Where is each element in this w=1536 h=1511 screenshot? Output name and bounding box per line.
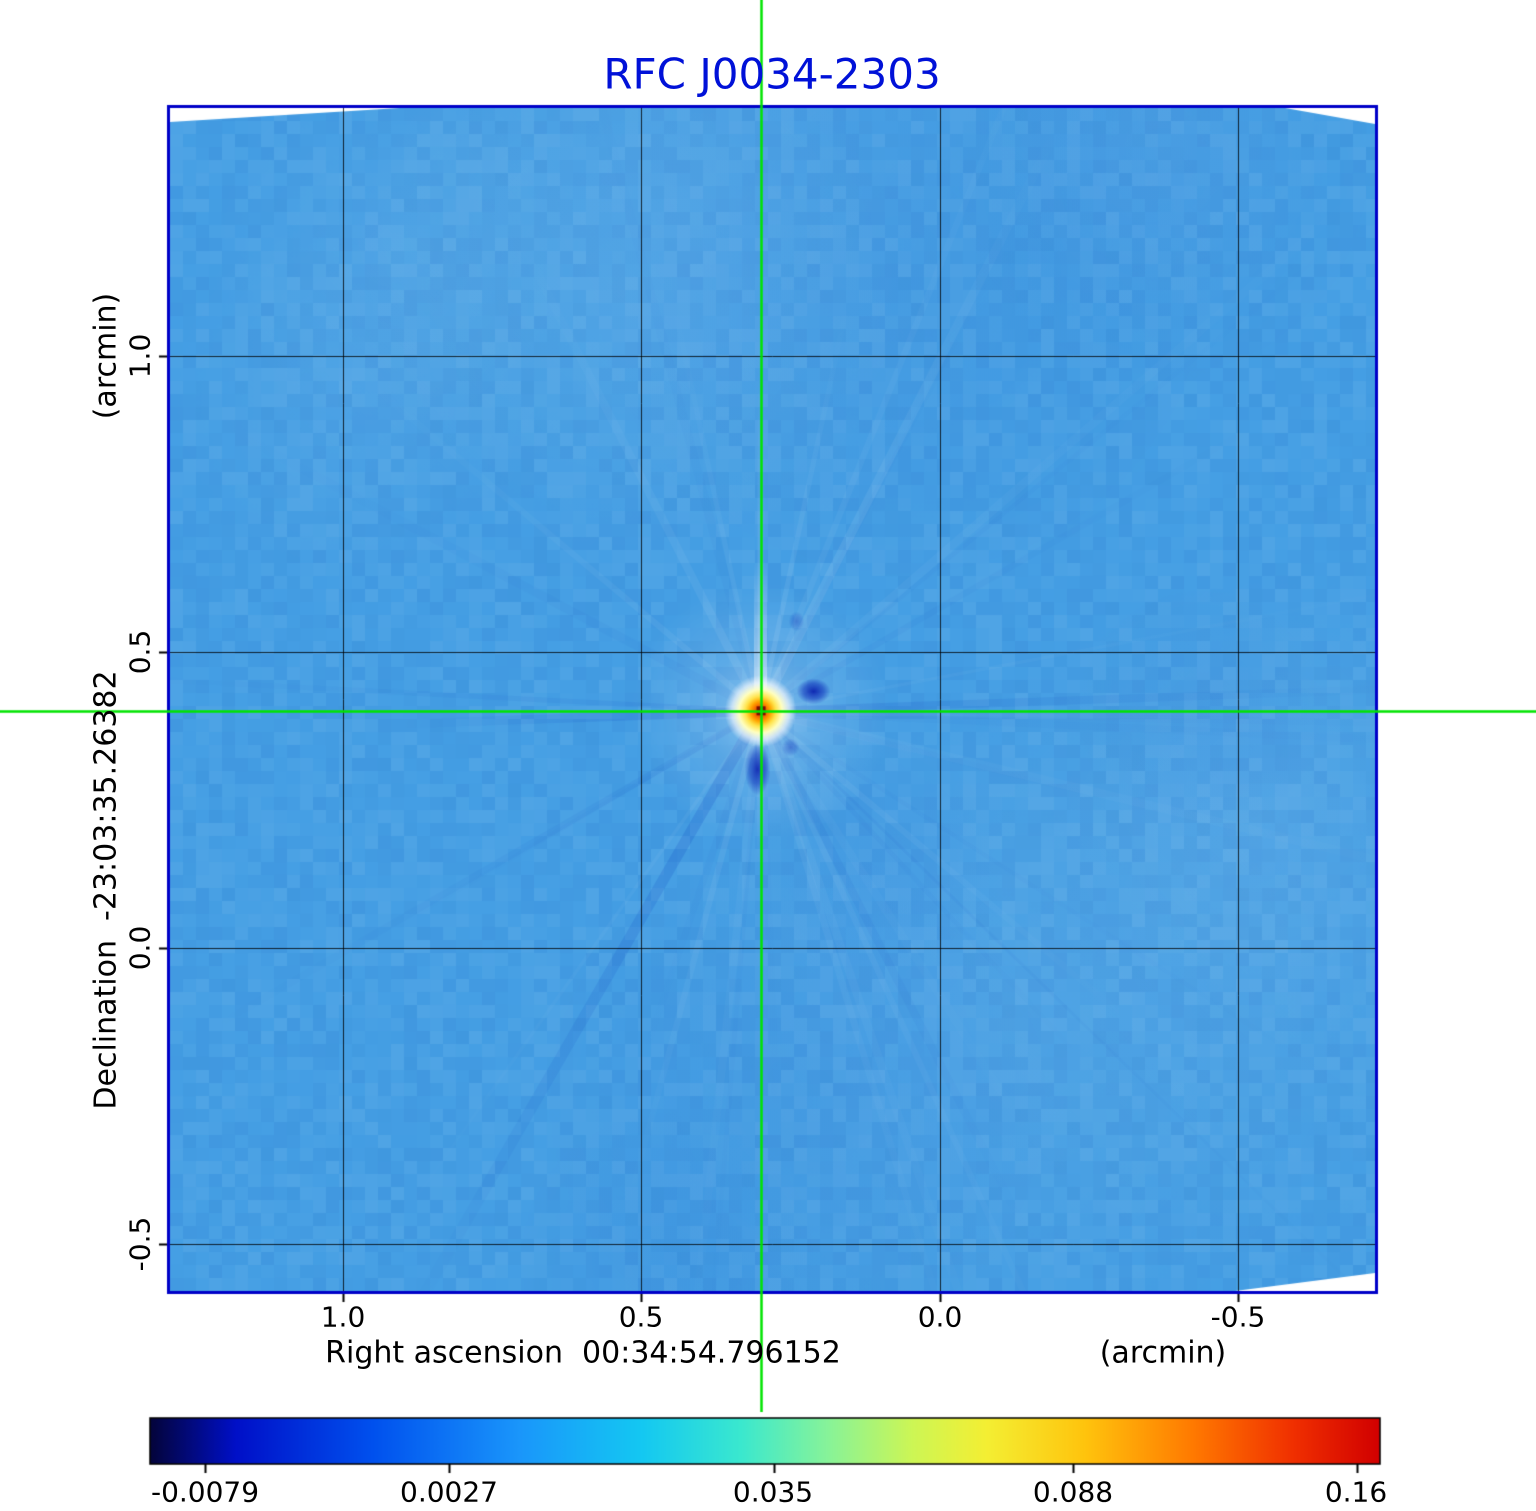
x-tick-label: 1.0 xyxy=(320,1300,366,1334)
y-tick-label: 0.0 xyxy=(123,925,157,971)
y-tick-label: 1.0 xyxy=(123,333,157,379)
colorbar-tick-label: 0.035 xyxy=(732,1475,814,1509)
x-axis-label: Right ascension 00:34:54.796152 xyxy=(325,1335,841,1371)
colorbar-tick-label: 0.16 xyxy=(1324,1475,1388,1509)
x-tick-label: 0.0 xyxy=(917,1300,963,1334)
y-axis-unit-label: (arcmin) xyxy=(88,292,124,420)
colorbar-tick-label: -0.0079 xyxy=(150,1475,260,1509)
x-tick-label: -0.5 xyxy=(1210,1300,1266,1334)
y-tick-label: -0.5 xyxy=(123,1216,157,1272)
y-tick-label: 0.5 xyxy=(123,629,157,675)
colorbar-tick-label: 0.0027 xyxy=(400,1475,498,1509)
x-axis-unit-label: (arcmin) xyxy=(1099,1335,1227,1371)
colorbar-tick-label: 0.088 xyxy=(1032,1475,1114,1509)
y-axis-label: Declination -23:03:35.26382 xyxy=(88,670,124,1110)
x-tick-label: 0.5 xyxy=(618,1300,664,1334)
figure-title: RFC J0034-2303 xyxy=(603,49,941,99)
